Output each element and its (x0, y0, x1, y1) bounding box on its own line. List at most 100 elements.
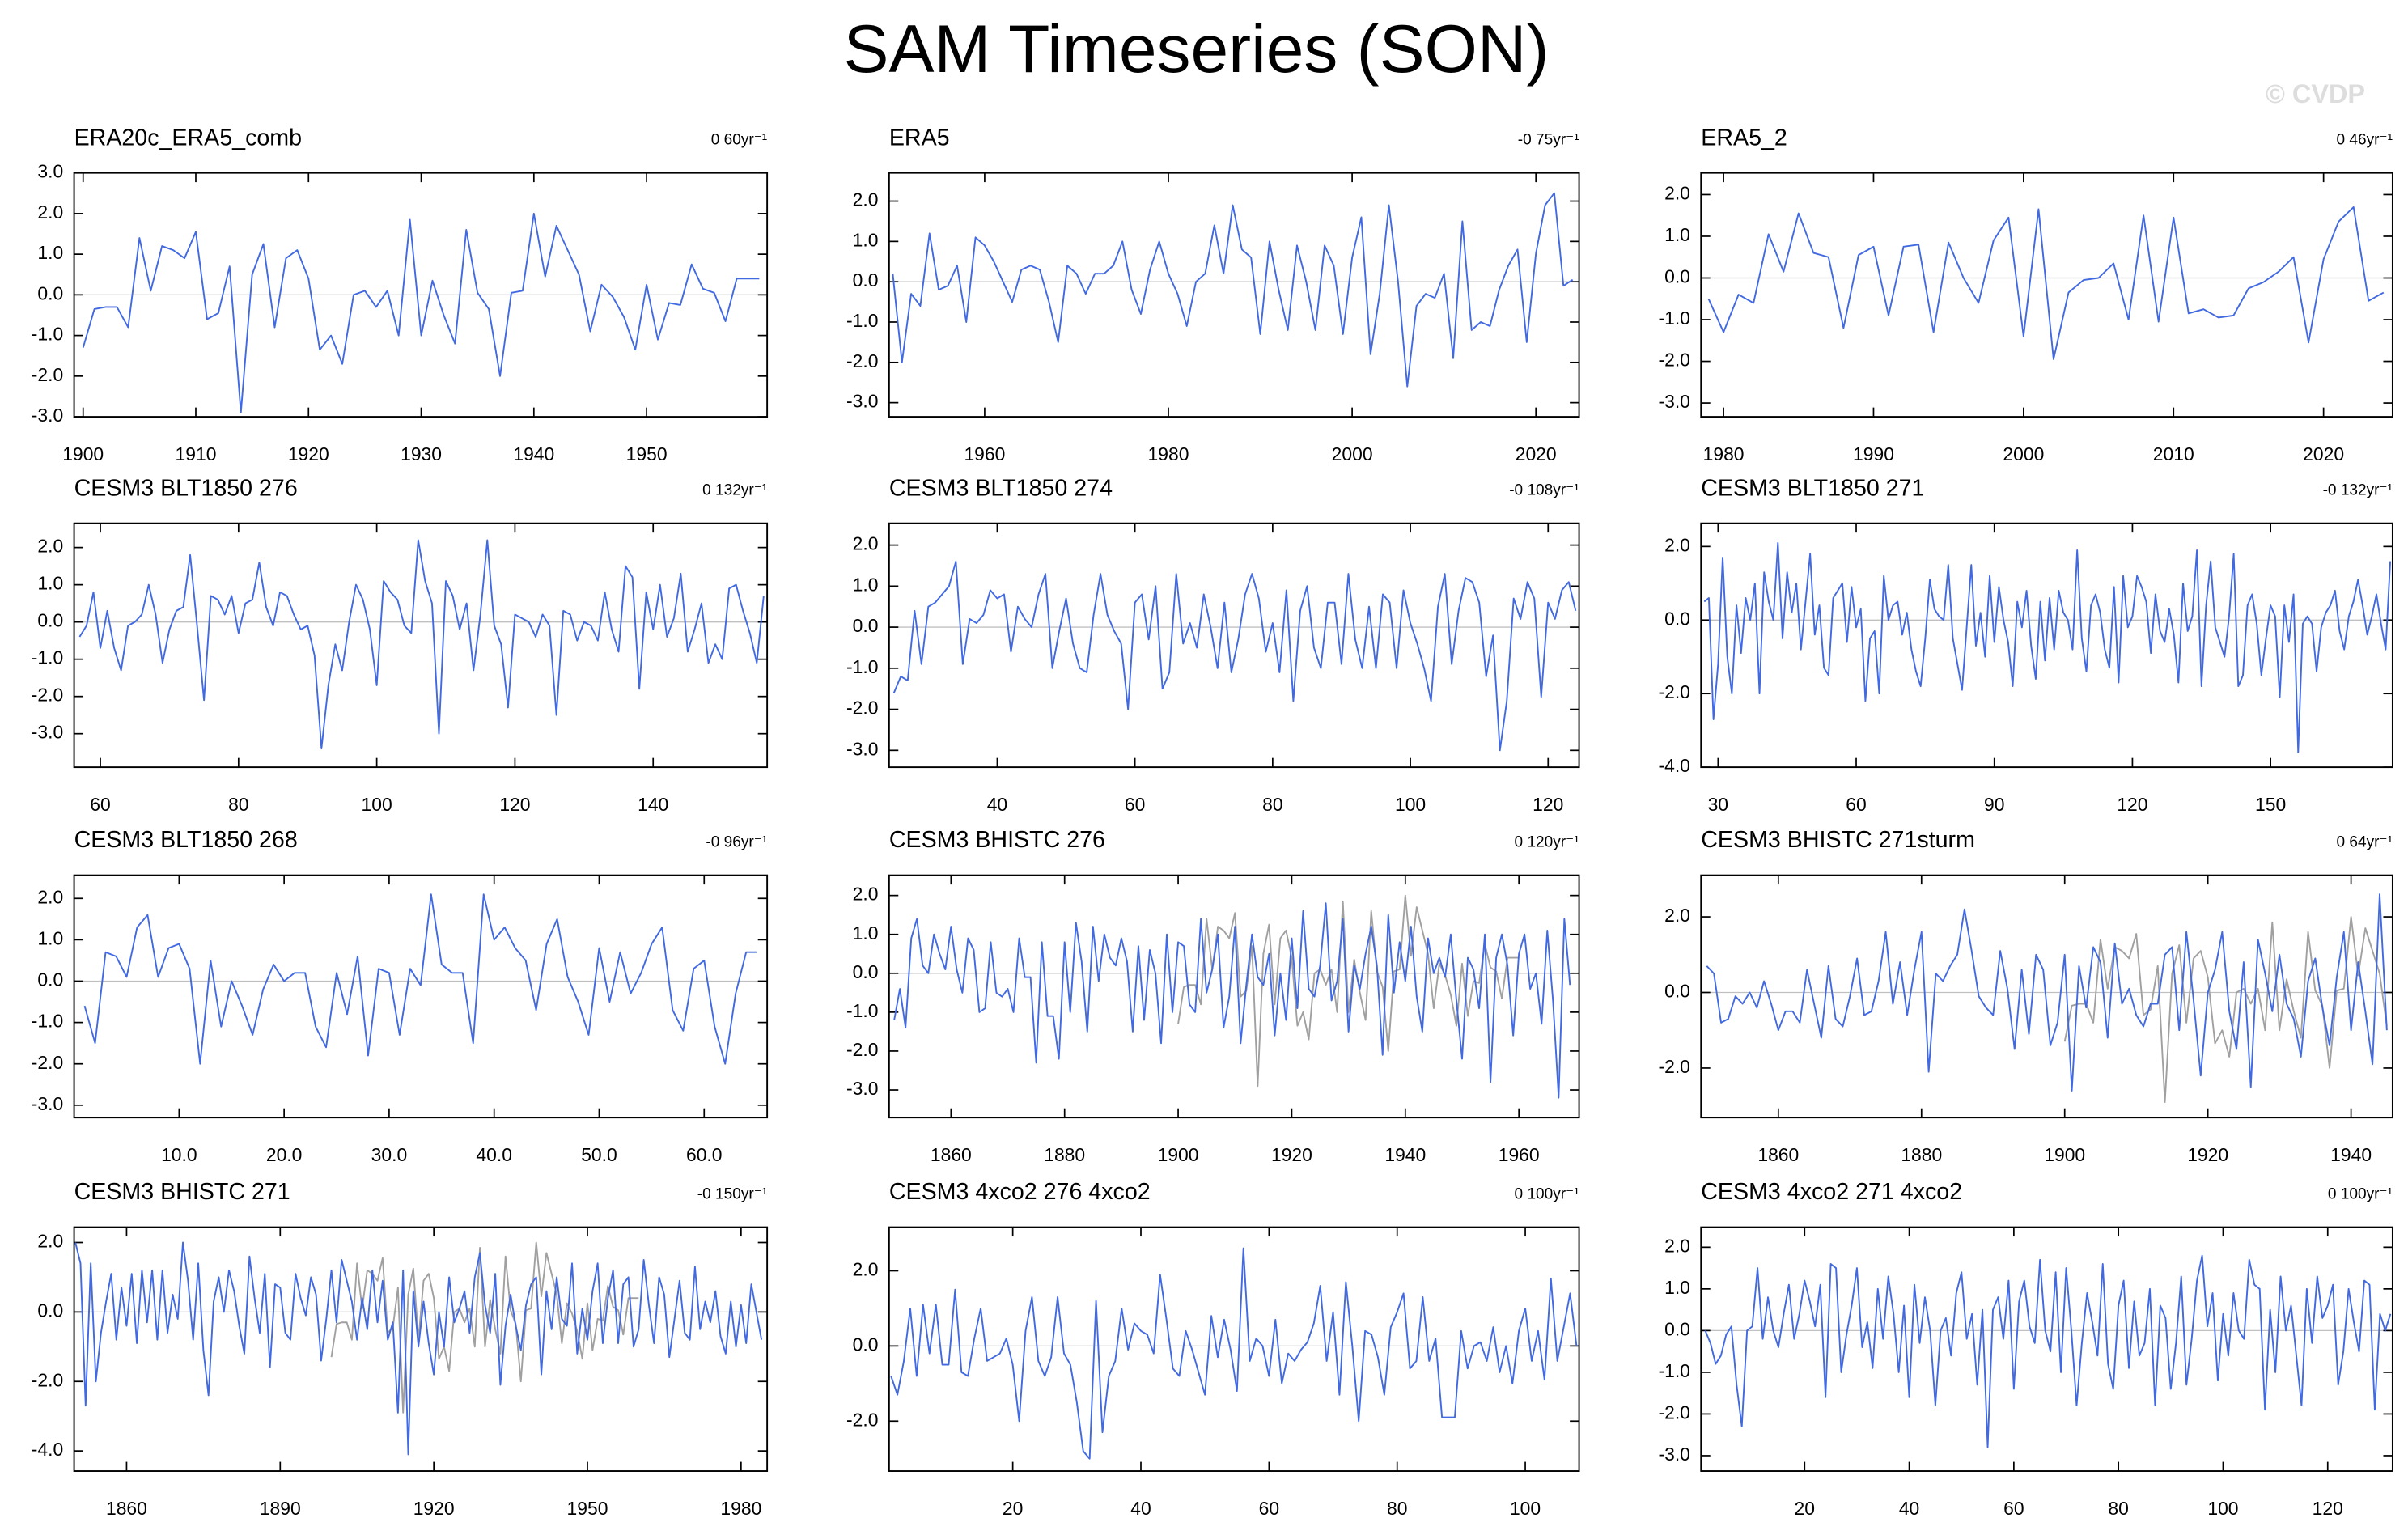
series-line (892, 560, 1577, 752)
y-tick-label: 2.0 (37, 536, 63, 557)
series-line (83, 893, 757, 1065)
y-tick-label: 0.0 (853, 269, 879, 290)
x-tick-label: 60 (1846, 794, 1866, 815)
y-tick-label: -3.0 (32, 722, 63, 743)
panel-frame (73, 172, 769, 418)
x-tick-label: 1920 (288, 443, 329, 464)
y-tick-label: 0.0 (1664, 1318, 1690, 1339)
x-tick-label: 90 (1984, 794, 2004, 815)
x-tick-label: 100 (362, 794, 392, 815)
y-tick-label: 1.0 (37, 573, 63, 594)
series-line (78, 539, 765, 750)
series-line (2063, 916, 2388, 1103)
trend-label: 0 100yr⁻¹ (1515, 1186, 1579, 1203)
x-tick-label: 60 (1125, 794, 1145, 815)
x-tick-label: 100 (1395, 794, 1426, 815)
panel-title: CESM3 4xco2 271 4xco2 (1701, 1179, 1962, 1205)
x-tick-label: 1960 (1499, 1144, 1540, 1165)
series-line (892, 192, 1574, 388)
panel-frame (888, 172, 1580, 418)
x-tick-label: 20 (1003, 1498, 1023, 1519)
trend-label: 0 46yr⁻¹ (2337, 132, 2393, 149)
x-tick-label: 2010 (2153, 443, 2194, 464)
x-tick-label: 1880 (1044, 1144, 1085, 1165)
panel-title: ERA5_2 (1701, 125, 1787, 151)
panel-title: CESM3 BHISTC 271sturm (1701, 827, 1975, 853)
x-tick-label: 1920 (413, 1498, 455, 1519)
series-line (1707, 206, 2385, 360)
panel-title: CESM3 BHISTC 276 (889, 827, 1105, 853)
x-tick-label: 80 (1262, 794, 1282, 815)
series-line (330, 1241, 639, 1414)
y-tick-label: -2.0 (1658, 350, 1689, 371)
y-tick-label: -1.0 (1658, 1360, 1689, 1381)
y-tick-label: 2.0 (1664, 534, 1690, 555)
x-tick-label: 1980 (720, 1498, 761, 1519)
x-tick-label: 120 (2313, 1498, 2343, 1519)
x-tick-label: 40 (1899, 1498, 1919, 1519)
y-tick-label: -4.0 (32, 1439, 63, 1460)
y-tick-label: 1.0 (853, 922, 879, 943)
trend-label: 0 100yr⁻¹ (2328, 1186, 2393, 1203)
y-tick-label: 2.0 (853, 1259, 879, 1280)
panel-title: CESM3 BLT1850 271 (1701, 475, 1924, 501)
y-tick-label: -3.0 (1658, 391, 1689, 412)
x-tick-label: 100 (2207, 1498, 2238, 1519)
series-line (82, 212, 760, 414)
trend-label: -0 132yr⁻¹ (2323, 482, 2393, 499)
x-tick-label: 2000 (1332, 443, 1373, 464)
panel-frame (1700, 522, 2393, 769)
y-tick-label: 2.0 (1664, 905, 1690, 926)
y-tick-label: 2.0 (37, 1231, 63, 1252)
x-tick-label: 1990 (1853, 443, 1894, 464)
y-tick-label: 2.0 (1664, 182, 1690, 203)
x-tick-label: 120 (499, 794, 530, 815)
series-line (893, 902, 1571, 1099)
y-tick-label: -1.0 (32, 1011, 63, 1032)
y-tick-label: -1.0 (846, 1000, 878, 1021)
x-tick-label: 1860 (931, 1144, 972, 1165)
panel-frame (1700, 874, 2393, 1119)
x-tick-label: 40 (1130, 1498, 1151, 1519)
x-tick-label: 1860 (1757, 1144, 1799, 1165)
x-tick-label: 1880 (1901, 1144, 1942, 1165)
trend-label: 0 120yr⁻¹ (1515, 834, 1579, 851)
panel-title: CESM3 BLT1850 274 (889, 475, 1113, 501)
y-tick-label: 1.0 (37, 242, 63, 263)
y-tick-label: 0.0 (1664, 608, 1690, 629)
x-tick-label: 40.0 (476, 1144, 512, 1165)
panel-title: CESM3 BLT1850 268 (74, 827, 298, 853)
y-tick-label: -1.0 (1658, 307, 1689, 329)
x-tick-label: 120 (2117, 794, 2147, 815)
x-tick-label: 1920 (1271, 1144, 1312, 1165)
y-tick-label: -3.0 (32, 1093, 63, 1114)
x-tick-label: 1940 (513, 443, 554, 464)
x-tick-label: 2000 (2003, 443, 2044, 464)
x-tick-label: 1930 (401, 443, 442, 464)
panel-frame (888, 522, 1580, 769)
y-tick-label: 2.0 (1664, 1235, 1690, 1256)
x-tick-label: 150 (2255, 794, 2286, 815)
trend-label: 0 60yr⁻¹ (711, 132, 767, 149)
y-tick-label: 2.0 (37, 886, 63, 907)
x-tick-label: 1980 (1148, 443, 1189, 464)
x-tick-label: 1950 (567, 1498, 608, 1519)
trend-label: -0 75yr⁻¹ (1518, 132, 1579, 149)
y-tick-label: 0.0 (853, 1334, 879, 1355)
y-tick-label: -2.0 (1658, 1401, 1689, 1423)
x-tick-label: 140 (638, 794, 668, 815)
y-tick-label: 2.0 (853, 189, 879, 210)
x-tick-label: 1940 (2330, 1144, 2372, 1165)
y-tick-label: 0.0 (37, 282, 63, 303)
x-tick-label: 1860 (106, 1498, 147, 1519)
y-tick-label: 1.0 (1664, 224, 1690, 245)
trend-label: 0 64yr⁻¹ (2337, 834, 2393, 851)
y-tick-label: 0.0 (853, 961, 879, 982)
x-tick-label: 1960 (964, 443, 1005, 464)
panel-title: ERA5 (889, 125, 950, 151)
panel-frame (73, 874, 769, 1119)
x-tick-label: 1920 (2187, 1144, 2228, 1165)
y-tick-label: 3.0 (37, 161, 63, 182)
series-line (890, 1247, 1578, 1460)
